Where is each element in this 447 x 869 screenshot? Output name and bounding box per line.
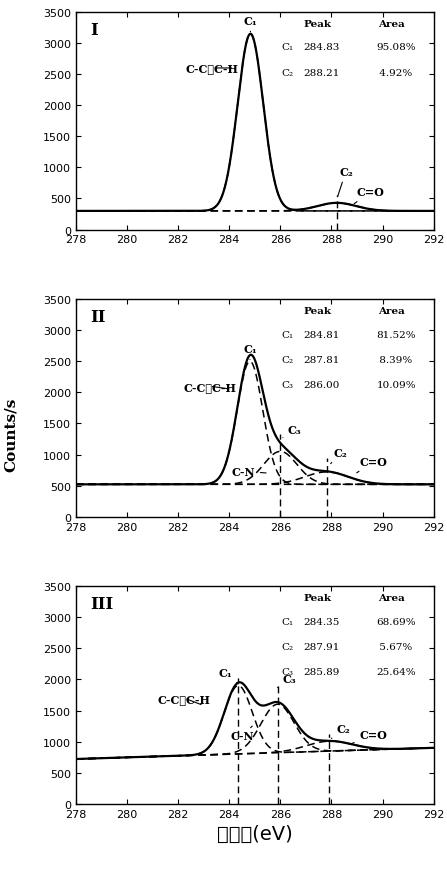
- Text: I: I: [90, 22, 98, 39]
- Text: Counts/s: Counts/s: [4, 397, 18, 472]
- Text: C-N: C-N: [231, 467, 266, 477]
- Text: C₃: C₃: [278, 673, 297, 687]
- Text: 25.64%: 25.64%: [376, 667, 416, 676]
- Text: C₃: C₃: [283, 425, 302, 438]
- Text: C₂: C₂: [282, 69, 294, 77]
- Text: C₁: C₁: [282, 43, 294, 52]
- Text: III: III: [90, 595, 114, 613]
- Text: C=O: C=O: [354, 187, 385, 204]
- Text: C₁: C₁: [282, 330, 294, 339]
- Text: 81.52%: 81.52%: [376, 330, 416, 339]
- Text: 4.92%: 4.92%: [376, 69, 413, 77]
- Text: Peak: Peak: [303, 19, 331, 29]
- Text: C=O: C=O: [357, 456, 388, 474]
- Text: C₁: C₁: [218, 667, 238, 684]
- Text: II: II: [90, 308, 106, 326]
- Text: C-C、C-H: C-C、C-H: [158, 693, 211, 705]
- Text: C₂: C₂: [282, 642, 294, 651]
- Text: Peak: Peak: [303, 593, 331, 602]
- Text: 287.81: 287.81: [303, 355, 339, 364]
- Text: C-N: C-N: [230, 726, 254, 741]
- Text: 68.69%: 68.69%: [376, 617, 416, 626]
- Text: C₂: C₂: [331, 447, 348, 464]
- Text: Peak: Peak: [303, 306, 331, 315]
- Text: C₂: C₂: [282, 355, 294, 364]
- Text: 284.81: 284.81: [303, 330, 339, 339]
- Text: C-C、C-H: C-C、C-H: [186, 63, 239, 75]
- Text: 288.21: 288.21: [303, 69, 339, 77]
- Text: Area: Area: [378, 19, 405, 29]
- Text: 284.83: 284.83: [303, 43, 339, 52]
- Text: 10.09%: 10.09%: [376, 381, 416, 389]
- Text: 285.89: 285.89: [303, 667, 339, 676]
- Text: C₃: C₃: [282, 667, 294, 676]
- Text: Area: Area: [378, 593, 405, 602]
- Text: 95.08%: 95.08%: [376, 43, 416, 52]
- Text: 287.91: 287.91: [303, 642, 339, 651]
- Text: C₃: C₃: [282, 381, 294, 389]
- Text: 8.39%: 8.39%: [376, 355, 413, 364]
- Text: C₂: C₂: [331, 723, 350, 739]
- Text: C-C、C-H: C-C、C-H: [183, 381, 236, 392]
- Text: C=O: C=O: [352, 729, 388, 744]
- Text: C₁: C₁: [243, 343, 257, 360]
- Text: 5.67%: 5.67%: [376, 642, 413, 651]
- Text: 284.35: 284.35: [303, 617, 339, 626]
- X-axis label: 结合能(eV): 结合能(eV): [217, 824, 293, 843]
- Text: 286.00: 286.00: [303, 381, 339, 389]
- Text: C₂: C₂: [337, 167, 353, 197]
- Text: Area: Area: [378, 306, 405, 315]
- Text: C₁: C₁: [282, 617, 294, 626]
- Text: C₁: C₁: [244, 16, 257, 33]
